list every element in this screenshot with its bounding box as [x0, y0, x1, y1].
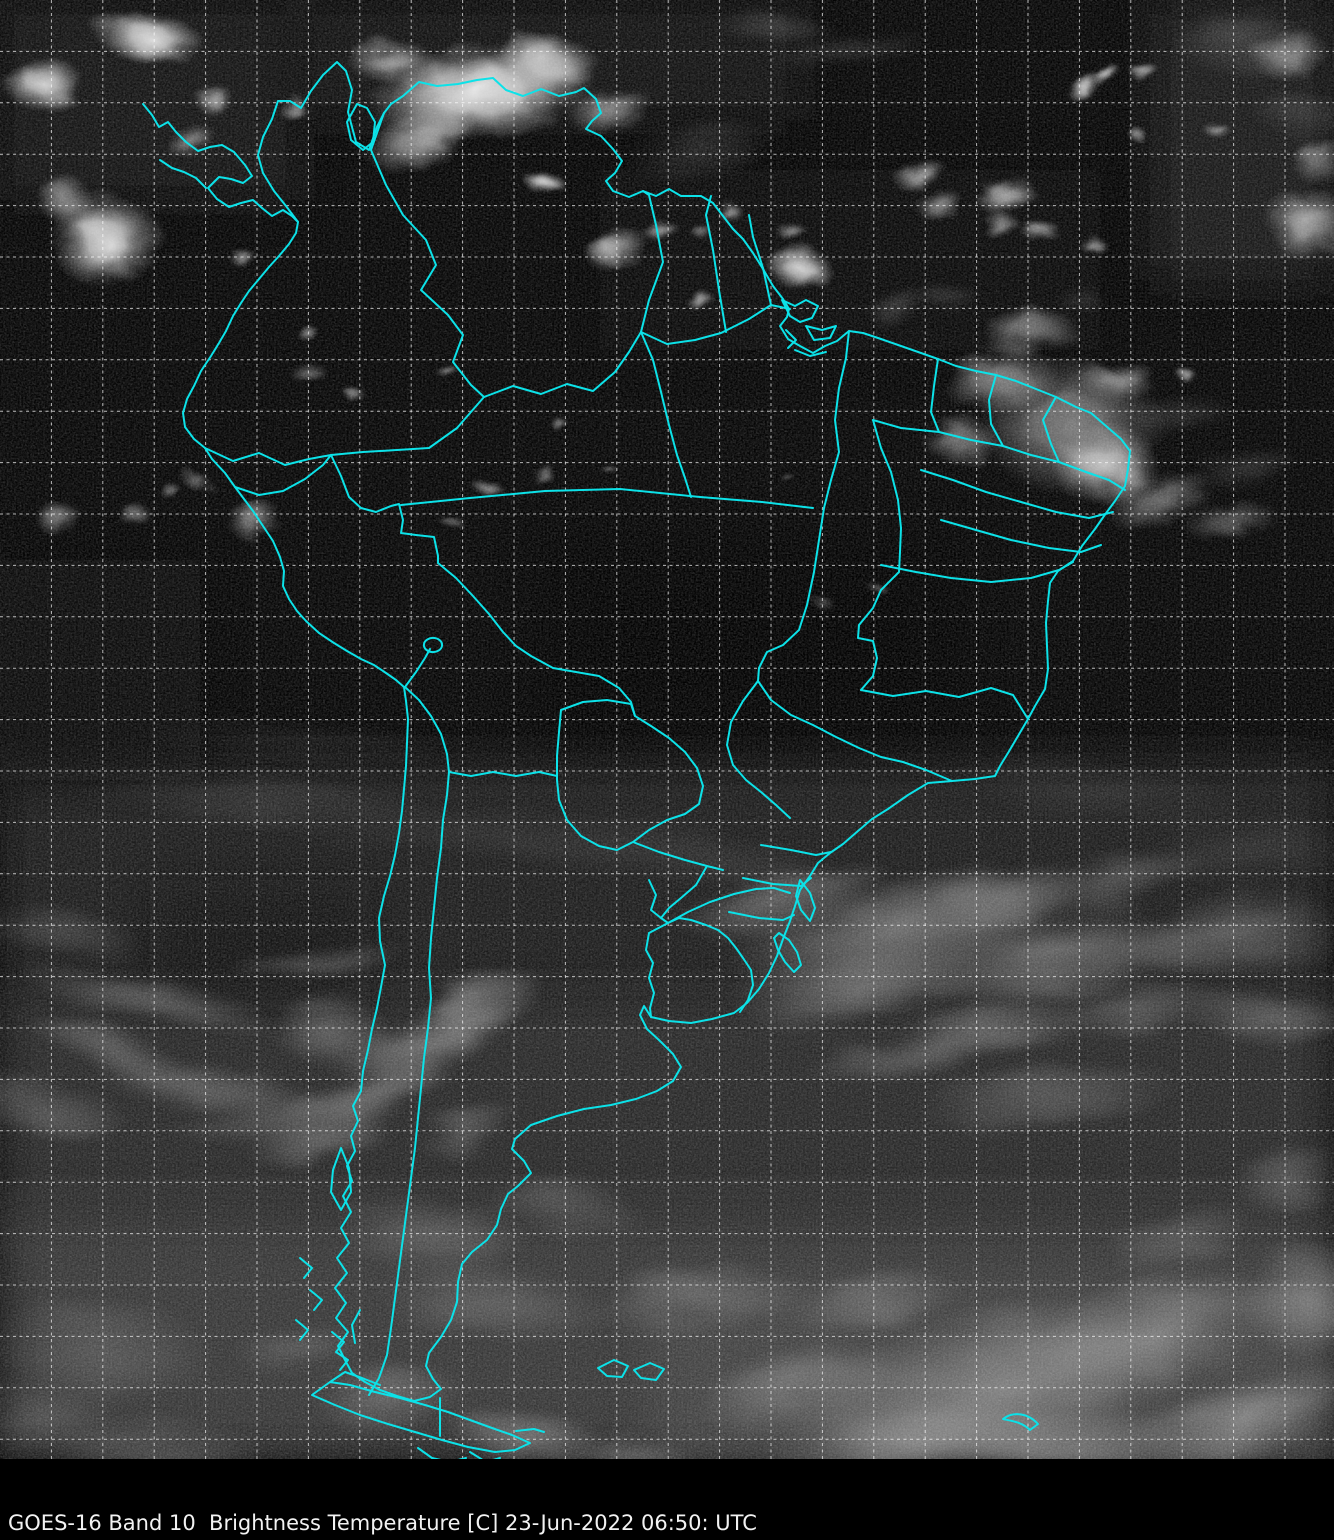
venezuela-brazil-border: [483, 331, 642, 398]
caption-text: GOES-16 Band 10 Brightness Temperature […: [8, 1511, 757, 1535]
south-brazil-state-borders: [648, 680, 832, 924]
tierra-del-fuego: [311, 1309, 531, 1459]
acre-rondonia-line: [400, 488, 814, 509]
uruguay-borders: [645, 879, 816, 1018]
northeast-state-borders: [872, 358, 1126, 583]
lake-maracaibo: [346, 103, 376, 151]
film-grain-overlay: [0, 0, 1334, 1459]
lake-titicaca: [422, 636, 444, 654]
amazonas-para-border: [640, 331, 692, 498]
satellite-imagery: [0, 0, 1334, 1459]
country-borders-overlay: [142, 61, 1131, 1459]
guiana-borders: [640, 190, 791, 345]
venezuela-colombia-border: [370, 112, 485, 398]
paraguay-borders: [556, 699, 724, 919]
bolivia-borders: [404, 562, 636, 777]
chile-argentina-border: [368, 771, 450, 1396]
southern-islands: [515, 1359, 1039, 1433]
amazon-river-mouth: [781, 299, 837, 357]
para-maranhao-tocantins-borders: [757, 330, 902, 691]
panama-coastline: [142, 103, 299, 223]
colombia-ecuador-peru-borders: [204, 396, 485, 564]
chiloe-fjords: [295, 1147, 352, 1341]
caption-bar: GOES-16 Band 10 Brightness Temperature […: [0, 1459, 1334, 1540]
bahia-minas-borders: [757, 680, 1029, 782]
graticule-layer: [0, 0, 1334, 1459]
